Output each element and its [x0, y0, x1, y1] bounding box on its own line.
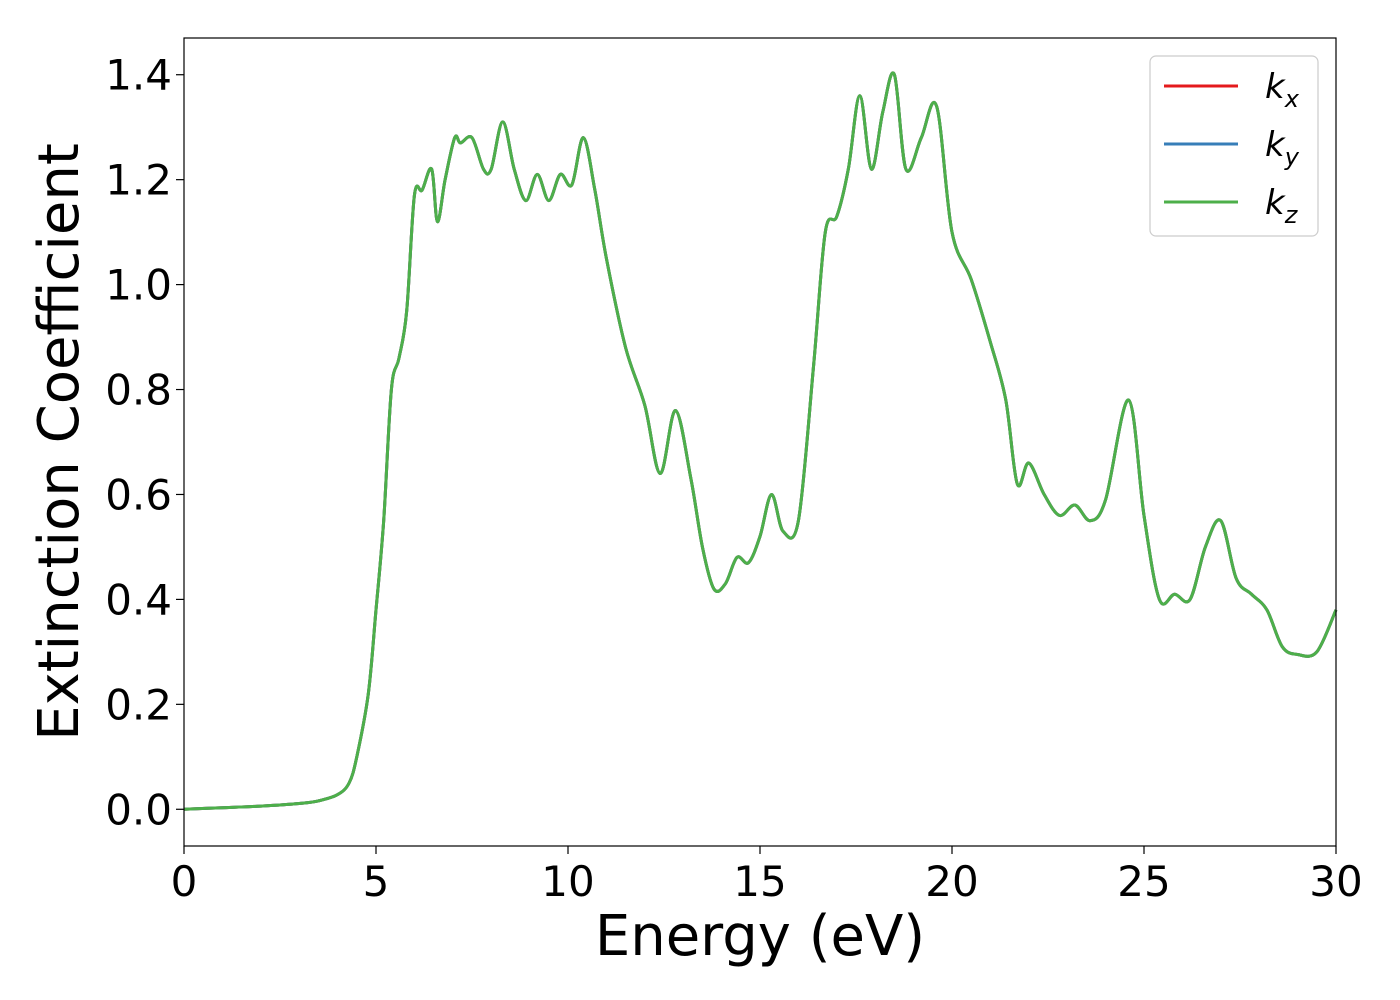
- y-tick-label: 1.2: [105, 156, 172, 205]
- y-tick-label: 0.2: [105, 680, 172, 729]
- x-axis-ticks: 0 5 10 15 20 25 30: [171, 846, 1363, 906]
- y-tick-label: 0.8: [105, 366, 172, 415]
- y-axis-label: Extinction Coefficient: [27, 143, 92, 741]
- legend-box: [1149, 55, 1319, 237]
- x-tick-label: 5: [363, 857, 390, 906]
- y-tick-label: 0.0: [105, 785, 172, 834]
- y-tick-label: 1.4: [105, 51, 172, 100]
- x-axis-label: Energy (eV): [595, 904, 925, 969]
- x-tick-label: 15: [733, 857, 786, 906]
- series-layer: [183, 71, 1338, 811]
- legend-label-kx: kx: [1265, 67, 1300, 113]
- y-axis-ticks: 0.0 0.2 0.4 0.6 0.8 1.0 1.2 1.4: [105, 51, 184, 834]
- x-tick-label: 0: [171, 857, 198, 906]
- legend: kx ky kz: [1149, 55, 1319, 237]
- legend-label-kz: kz: [1265, 183, 1299, 229]
- x-tick-label: 30: [1309, 857, 1362, 906]
- y-tick-label: 1.0: [105, 261, 172, 310]
- y-tick-label: 0.6: [105, 470, 172, 519]
- y-tick-label: 0.4: [105, 575, 172, 624]
- x-tick-label: 25: [1117, 857, 1170, 906]
- x-tick-label: 10: [541, 857, 594, 906]
- x-tick-label: 20: [925, 857, 978, 906]
- legend-label-ky: ky: [1265, 125, 1300, 171]
- series-line-kz: [183, 71, 1338, 811]
